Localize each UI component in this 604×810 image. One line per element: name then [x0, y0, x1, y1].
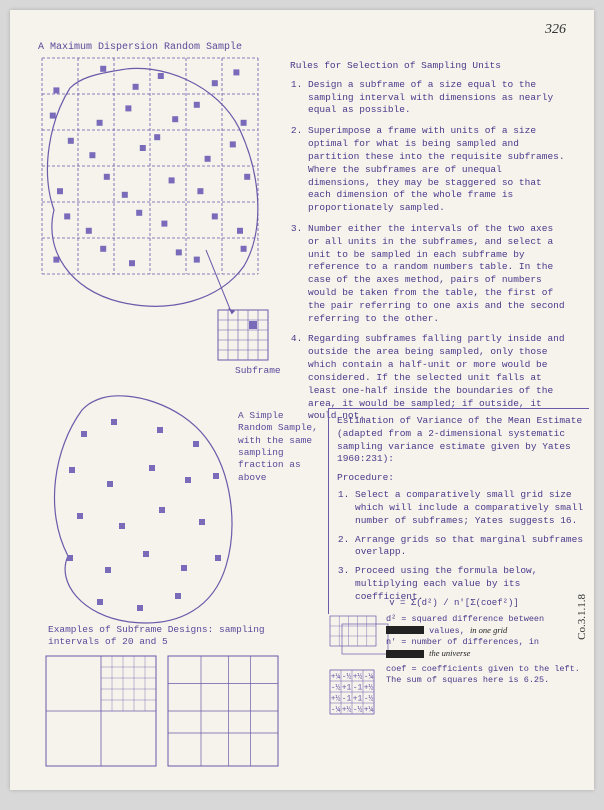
procedure-label: Procedure:	[337, 472, 585, 485]
d2-def-a: d² = squared difference between	[386, 614, 544, 624]
coef-def: coef = coefficients given to the left. T…	[386, 664, 580, 685]
rules-block: Rules for Selection of Sampling Units De…	[290, 60, 570, 431]
svg-text:-1: -1	[342, 695, 352, 704]
subframe-label: Subframe	[235, 365, 281, 376]
rule-item: Number either the intervals of the two a…	[308, 223, 570, 326]
formula-block: v = Σ(d²) / n'[Σ(coef²)] d² = squared di…	[326, 598, 582, 686]
rule-item: Superimpose a frame with units of a size…	[308, 125, 570, 215]
variance-heading: Estimation of Variance of the Mean Estim…	[337, 415, 585, 466]
variance-item: Select a comparatively small grid size w…	[355, 489, 585, 527]
page: 326 Co.3.1.1.8 A Maximum Dispersion Rand…	[10, 10, 594, 790]
handwritten-annotation: in one grid	[470, 625, 507, 635]
rule-item: Design a subframe of a size equal to the…	[308, 79, 570, 117]
svg-text:-½: -½	[364, 695, 374, 704]
simple-random-caption: A Simple Random Sample, with the same sa…	[238, 410, 323, 484]
svg-text:-¼: -¼	[331, 706, 341, 715]
svg-text:+½: +½	[331, 695, 341, 704]
rules-heading: Rules for Selection of Sampling Units	[290, 60, 570, 73]
variance-list: Select a comparatively small grid size w…	[337, 489, 585, 604]
formula-definitions: d² = squared difference between values, …	[326, 614, 582, 686]
variance-block: Estimation of Variance of the Mean Estim…	[328, 408, 589, 614]
svg-text:+1: +1	[353, 695, 363, 704]
d2-def-b: values,	[429, 626, 465, 636]
variance-item: Arrange grids so that marginal subframes…	[355, 534, 585, 560]
np-def: n' = number of differences, in	[386, 637, 539, 647]
formula-expression: v = Σ(d²) / n'[Σ(coef²)]	[326, 598, 582, 610]
svg-text:+¼: +¼	[364, 706, 374, 715]
handwritten-annotation: the universe	[429, 648, 470, 658]
rules-list: Design a subframe of a size equal to the…	[290, 79, 570, 423]
redaction	[386, 626, 424, 634]
svg-text:-½: -½	[353, 706, 363, 715]
redaction	[386, 650, 424, 658]
svg-text:+½: +½	[342, 706, 352, 715]
examples-label: Examples of Subframe Designs: sampling i…	[48, 624, 268, 649]
